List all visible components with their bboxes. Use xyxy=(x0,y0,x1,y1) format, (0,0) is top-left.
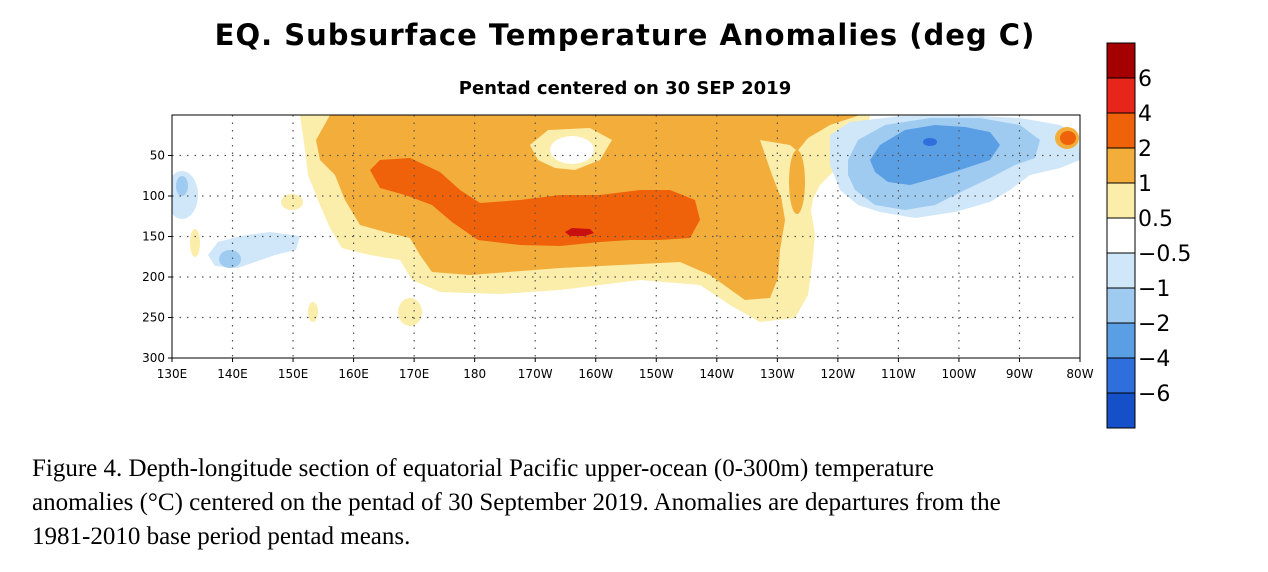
colorbar-label: −1 xyxy=(1138,277,1170,302)
x-tick-label: 130W xyxy=(760,367,795,381)
warm-patch-deep-155e xyxy=(308,302,318,322)
warm-core-2to4 xyxy=(370,158,700,246)
colorbar-swatch xyxy=(1106,217,1136,254)
x-tick-label: 150W xyxy=(639,367,674,381)
x-tick-label: 160E xyxy=(338,367,369,381)
colorbar-swatch xyxy=(1106,392,1136,429)
x-tick-label: 140E xyxy=(217,367,248,381)
caption-line: Figure 4. Depth-longitude section of equ… xyxy=(32,455,934,482)
western-cool-core xyxy=(219,250,241,268)
west-edge-cool-core xyxy=(176,176,188,196)
warm-sliver-130w xyxy=(789,150,805,214)
colorbar-label: −4 xyxy=(1138,347,1170,372)
x-tick-label: 80W xyxy=(1066,367,1093,381)
x-tick-label: 90W xyxy=(1006,367,1033,381)
figure-caption: Figure 4. Depth-longitude section of equ… xyxy=(32,452,1242,554)
colorbar-swatch xyxy=(1106,322,1136,359)
colorbar-label: 2 xyxy=(1138,137,1152,162)
colorbar-swatch xyxy=(1106,77,1136,114)
x-tick-label: 160W xyxy=(578,367,613,381)
colorbar-swatch xyxy=(1106,252,1136,289)
warm-patch-deep-170e xyxy=(398,298,422,326)
far-east-warm-inner xyxy=(1060,131,1076,145)
grid xyxy=(172,115,1080,358)
y-tick-label: 200 xyxy=(142,270,165,284)
caption-line: anomalies (°C) centered on the pentad of… xyxy=(32,489,1001,516)
colorbar-label: −0.5 xyxy=(1138,242,1191,267)
y-tick-label: 150 xyxy=(142,230,165,244)
eastern-cool-2to4 xyxy=(870,125,1000,185)
x-tick-label: 170E xyxy=(399,367,430,381)
colorbar-swatch xyxy=(1106,112,1136,149)
x-tick-label: 120W xyxy=(820,367,855,381)
x-tick-label: 180 xyxy=(463,367,486,381)
chart-subtitle: Pentad centered on 30 SEP 2019 xyxy=(458,78,792,99)
x-tick-label: 100W xyxy=(942,367,977,381)
y-tick-label: 50 xyxy=(150,149,165,163)
colorbar-label: −2 xyxy=(1138,312,1170,337)
x-tick-label: 150E xyxy=(278,367,309,381)
x-tick-label: 110W xyxy=(881,367,916,381)
colorbar-legend: 6 4 2 1 0.5 −0.5 −1 −2 −4 −6 xyxy=(1106,42,1191,429)
y-tick-label: 100 xyxy=(142,189,165,203)
plot-area xyxy=(172,115,1080,358)
colorbar-swatch xyxy=(1106,182,1136,219)
colorbar-label: 1 xyxy=(1138,172,1152,197)
warm-peak xyxy=(565,228,594,236)
x-tick-label: 130E xyxy=(157,367,188,381)
warm-patch-150e xyxy=(281,194,303,210)
colorbar-label: 0.5 xyxy=(1138,207,1173,232)
colorbar-swatch xyxy=(1106,42,1136,79)
chart-title: EQ. Subsurface Temperature Anomalies (de… xyxy=(214,18,1036,52)
colorbar-label: 6 xyxy=(1138,67,1152,92)
colorbar-label: −6 xyxy=(1138,382,1170,407)
colorbar-label: 4 xyxy=(1138,102,1152,127)
surface-notch-inner xyxy=(550,136,594,164)
anomaly-contours xyxy=(172,115,1080,326)
colorbar-swatch xyxy=(1106,357,1136,394)
x-tick-label: 170W xyxy=(518,367,553,381)
warm-patch-135e xyxy=(190,229,200,257)
x-axis: 130E 140E 150E 160E 170E 180 170W 160W 150W 140W 1… xyxy=(157,358,1094,381)
y-tick-label: 300 xyxy=(142,351,165,365)
colorbar-swatch xyxy=(1106,147,1136,184)
colorbar-swatch xyxy=(1106,287,1136,324)
x-tick-label: 140W xyxy=(699,367,734,381)
caption-line: 1981-2010 base period pentad means. xyxy=(32,523,411,550)
y-axis: 50 100 150 200 250 300 xyxy=(142,149,172,365)
y-tick-label: 250 xyxy=(142,311,165,325)
chart-svg: 130E 140E 150E 160E 170E 180 170W 160W 150W 140W 1… xyxy=(142,42,1191,429)
eastern-cool-peak xyxy=(923,138,937,146)
